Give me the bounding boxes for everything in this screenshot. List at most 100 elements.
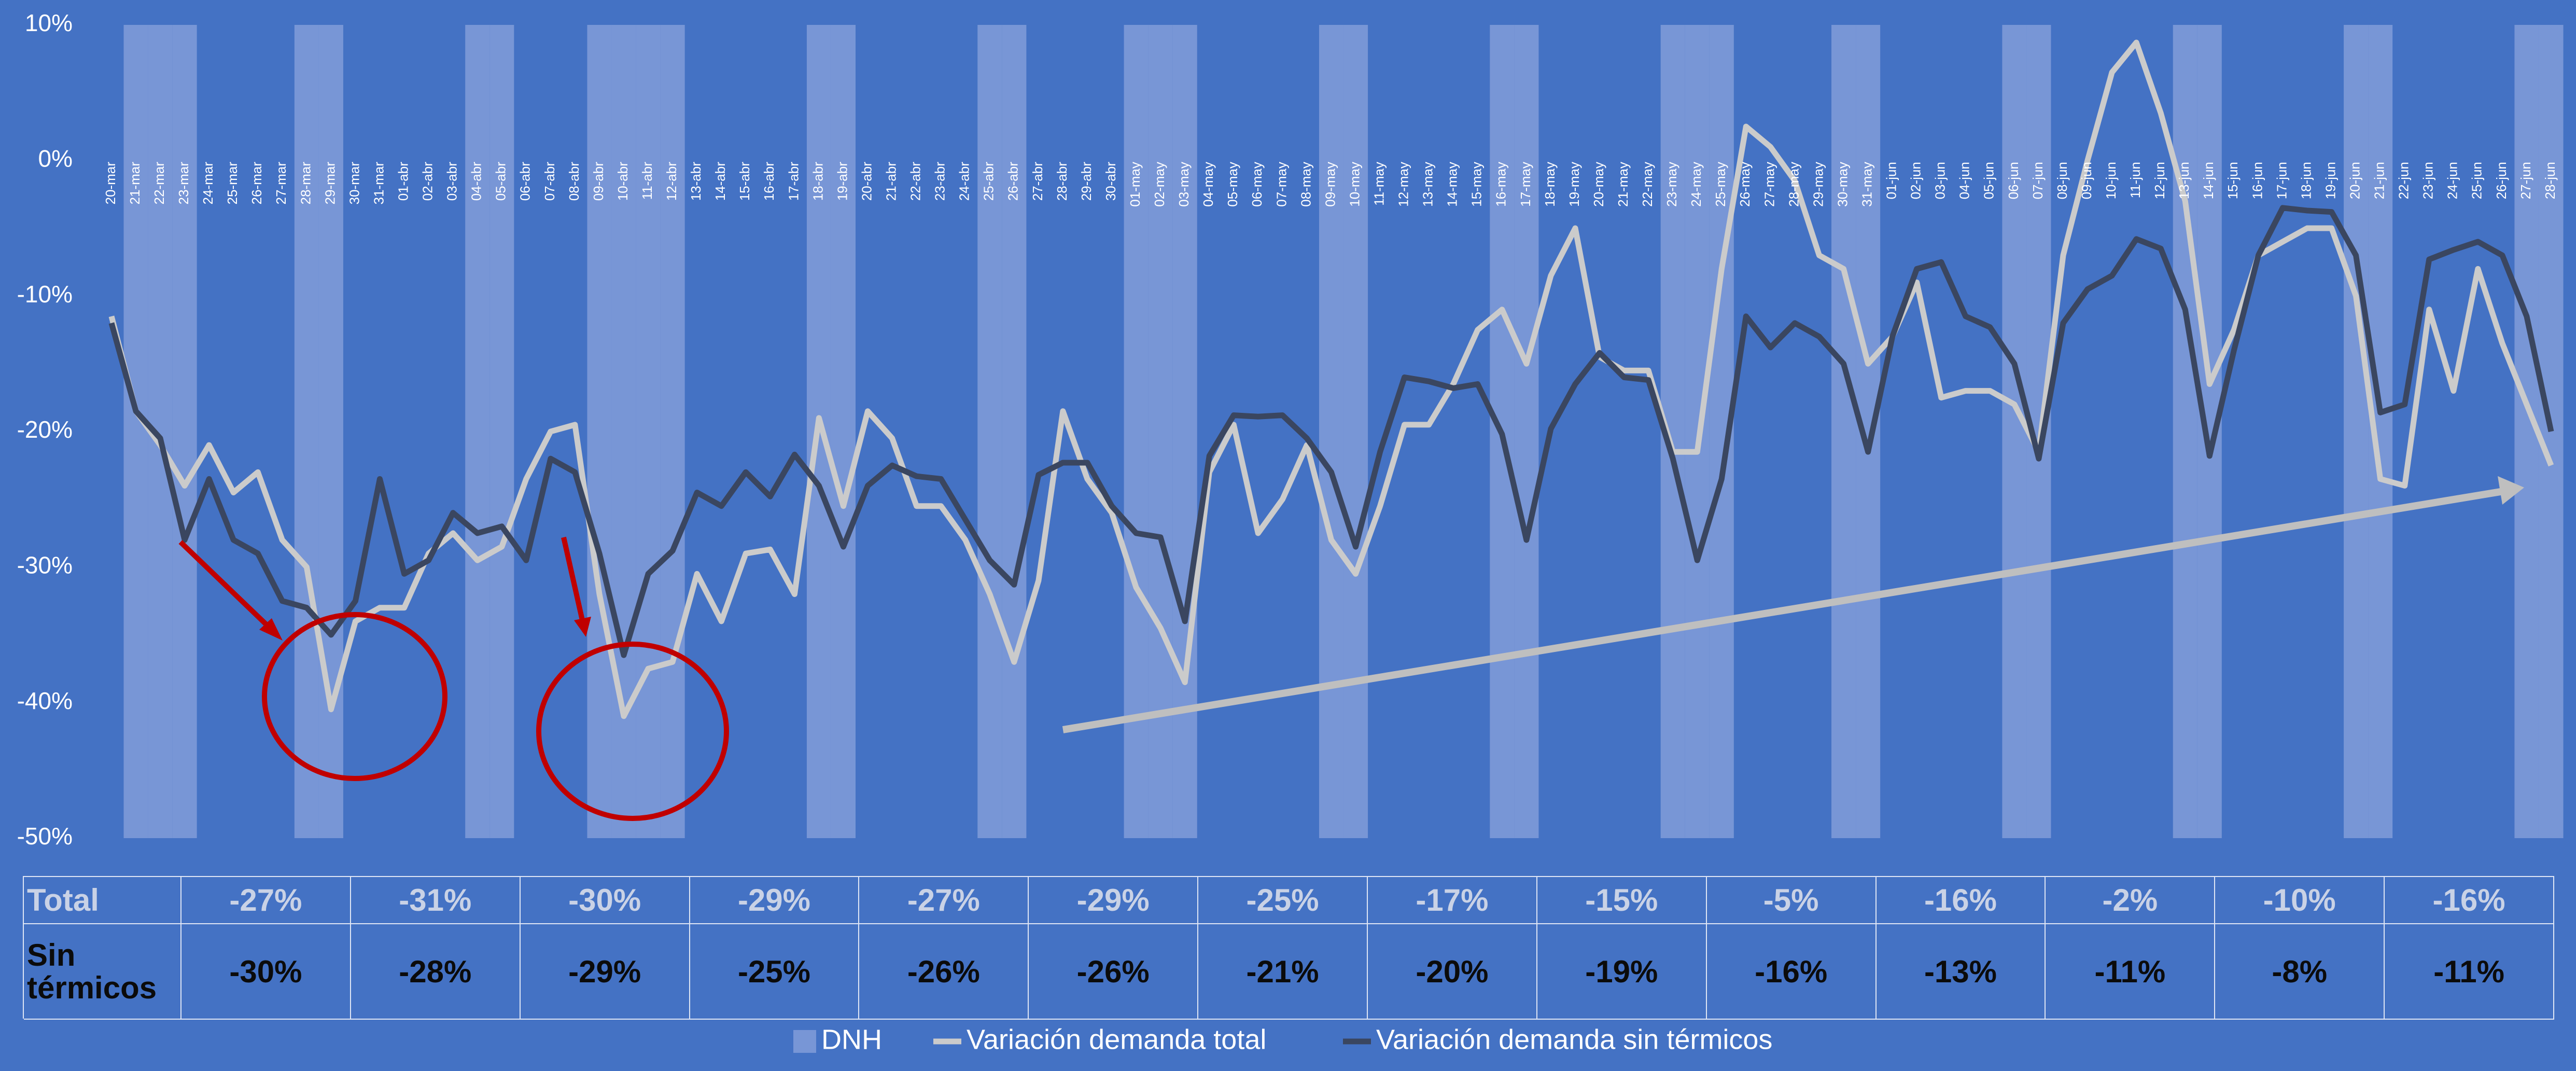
x-tick-label: 09-may [1322, 162, 1338, 207]
dnh-bar [1002, 25, 1027, 838]
table-cell: -2% [2046, 877, 2216, 924]
x-tick-label: 21-jun [2372, 162, 2387, 199]
x-tick-label: 27-jun [2518, 162, 2533, 199]
x-tick-label: 06-jun [2006, 162, 2021, 199]
row-label: Total [24, 877, 181, 924]
x-tick-label: 09-jun [2079, 162, 2094, 199]
table-cell: -25% [1198, 877, 1368, 924]
x-tick-label: 07-abr [542, 162, 557, 201]
x-tick-label: 05-may [1225, 162, 1240, 207]
x-tick-label: 03-abr [444, 162, 460, 201]
x-tick-label: 07-may [1273, 162, 1289, 207]
y-tick-label: -50% [17, 823, 73, 850]
x-tick-label: 31-mar [371, 162, 386, 205]
series-line [108, 39, 2554, 719]
x-tick-label: 15-jun [2225, 162, 2241, 199]
x-tick-label: 06-may [1249, 162, 1265, 207]
x-tick-label: 22-jun [2396, 162, 2412, 199]
x-tick-label: 30-mar [346, 162, 362, 205]
x-tick-label: 13-abr [688, 162, 704, 201]
x-tick-label: 27-may [1761, 162, 1777, 207]
x-tick-label: 18-abr [810, 162, 825, 201]
table-cell: -29% [1029, 877, 1199, 924]
x-tick-label: 29-abr [1079, 162, 1094, 201]
x-tick-label: 27-abr [1030, 162, 1045, 201]
x-tick-label: 26-abr [1005, 162, 1021, 201]
x-tick-label: 29-mar [322, 162, 338, 205]
x-tick-label: 17-may [1518, 162, 1533, 207]
x-tick-label: 04-jun [1957, 162, 1972, 199]
annotation-arrowhead [259, 618, 283, 641]
x-tick-label: 27-mar [273, 162, 289, 205]
table-cell: -11% [2046, 924, 2216, 1020]
x-tick-label: 05-jun [1981, 162, 1997, 199]
x-tick-label: 12-abr [664, 162, 679, 201]
axes: 10% 0% -10% -20% -30% -40% -50% 20-mar 21-mar 22-… [17, 9, 2558, 850]
dnh-bar [1319, 25, 1344, 838]
table-cell: -28% [351, 924, 521, 1020]
x-tick-label: 18-jun [2298, 162, 2314, 199]
x-tick-label: 20-mar [103, 162, 118, 205]
dnh-bar [660, 25, 685, 838]
x-tick-label: 01-jun [1884, 162, 1899, 199]
x-tick-label: 28-mar [298, 162, 313, 205]
table-cell: -5% [1706, 877, 1877, 924]
x-tick-label: 21-may [1615, 162, 1631, 207]
table-cell: -19% [1537, 924, 1707, 1020]
x-tick-label: 15-abr [737, 162, 752, 201]
x-tick-label: 21-mar [127, 162, 143, 205]
x-tick-label: 29-may [1810, 162, 1826, 207]
bands [123, 25, 2564, 838]
x-tick-label: 28-jun [2542, 162, 2558, 199]
table-cell: -15% [1537, 877, 1707, 924]
x-tick-label: 03-may [1176, 162, 1192, 207]
x-tick-label: 20-may [1591, 162, 1606, 207]
x-tick-label: 26-mar [249, 162, 264, 205]
x-tick-label: 25-may [1713, 162, 1728, 207]
x-tick-label: 20-jun [2347, 162, 2362, 199]
x-tick-label: 14-abr [712, 162, 728, 201]
dnh-bar [1514, 25, 1539, 838]
lines [108, 39, 2554, 719]
x-tick-label: 02-may [1152, 162, 1167, 207]
x-tick-label: 12-jun [2152, 162, 2167, 199]
annotation-circle [536, 642, 729, 821]
table-cell: -27% [181, 877, 351, 924]
x-tick-label: 30-abr [1103, 162, 1118, 201]
dnh-bar [318, 25, 343, 838]
x-tick-label: 09-abr [591, 162, 606, 201]
x-tick-label: 10-may [1347, 162, 1362, 207]
x-tick-label: 20-abr [859, 162, 874, 201]
x-tick-label: 24-abr [957, 162, 972, 201]
annotations [178, 476, 2524, 821]
x-tick-label: 24-may [1688, 162, 1704, 207]
y-tick-label: -20% [17, 416, 73, 443]
x-tick-label: 19-abr [834, 162, 850, 201]
x-tick-label: 30-may [1835, 162, 1850, 207]
table-cell: -13% [1876, 924, 2046, 1020]
dnh-bar [2173, 25, 2197, 838]
x-tick-label: 02-jun [1908, 162, 1924, 199]
x-tick-label: 22-abr [908, 162, 923, 201]
x-tick-label: 05-abr [493, 162, 509, 201]
data-table: Total -27% -31% -30% -29% -27% -29% -25% -17% -15… [23, 876, 2554, 1020]
table-cell: -27% [859, 877, 1029, 924]
x-tick-label: 01-may [1127, 162, 1143, 207]
trend-arrow [1062, 487, 2508, 733]
x-tick-label: 08-abr [566, 162, 582, 201]
x-tick-label: 31-may [1859, 162, 1874, 207]
x-tick-label: 14-may [1445, 162, 1460, 207]
x-tick-label: 08-jun [2054, 162, 2070, 199]
x-tick-label: 21-abr [883, 162, 899, 201]
dnh-bar [1124, 25, 1149, 838]
annotation-arrowhead [574, 617, 591, 637]
x-tick-label: 14-jun [2201, 162, 2216, 199]
x-tick-label: 26-may [1737, 162, 1753, 207]
y-tick-label: -10% [17, 281, 73, 308]
dnh-bar [1148, 25, 1173, 838]
y-tick-label: -30% [17, 551, 73, 578]
x-tick-label: 19-jun [2322, 162, 2338, 199]
row-label: Sin térmicos [24, 924, 181, 1020]
